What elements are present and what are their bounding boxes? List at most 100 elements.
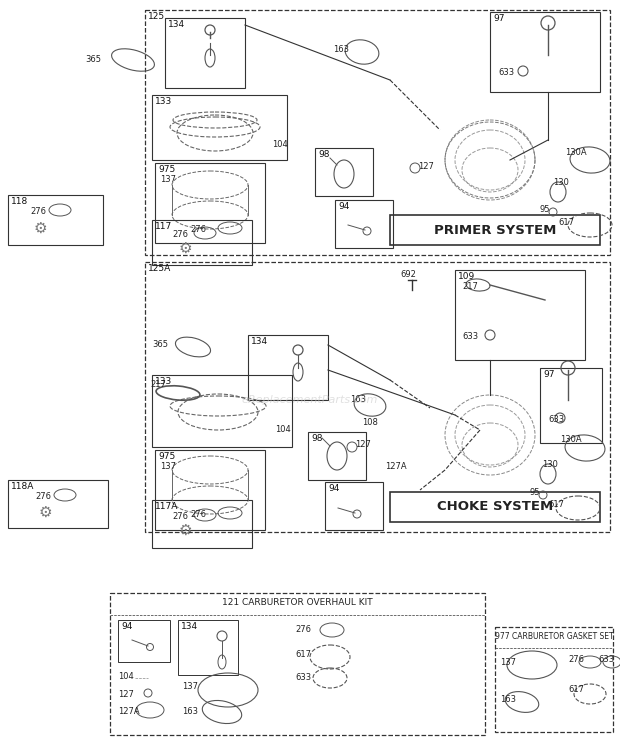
Text: 276: 276	[295, 625, 311, 634]
Text: 975: 975	[158, 452, 175, 461]
Text: 95: 95	[530, 488, 541, 497]
Bar	[8, 195, 103, 245]
Bar	[315, 148, 373, 196]
Bar	[152, 375, 292, 447]
Bar	[145, 262, 610, 532]
Text: 617: 617	[295, 650, 311, 659]
Bar	[495, 627, 613, 732]
Text: ⚙: ⚙	[178, 522, 192, 537]
Text: 97: 97	[543, 370, 554, 379]
Text: 130: 130	[553, 178, 569, 187]
Bar	[152, 500, 252, 548]
Text: 217: 217	[462, 282, 478, 291]
Text: 108: 108	[362, 418, 378, 427]
Text: 127A: 127A	[385, 462, 407, 471]
Text: 130A: 130A	[560, 435, 582, 444]
Text: ⚙: ⚙	[38, 504, 52, 519]
Bar	[110, 593, 485, 735]
Text: 127: 127	[355, 440, 371, 449]
Bar	[155, 163, 265, 243]
Text: 692: 692	[400, 270, 416, 279]
Text: 633: 633	[498, 68, 514, 77]
Text: 118: 118	[11, 197, 29, 206]
Bar	[8, 480, 108, 528]
Bar	[308, 432, 366, 480]
Text: 137: 137	[160, 175, 176, 184]
Text: 163: 163	[182, 707, 198, 716]
Text: ⚙: ⚙	[178, 240, 192, 255]
Bar	[540, 368, 602, 443]
Text: 975: 975	[158, 165, 175, 174]
Text: 134: 134	[181, 622, 198, 631]
Text: 633: 633	[548, 415, 564, 424]
Text: 94: 94	[338, 202, 350, 211]
Text: 163: 163	[500, 695, 516, 704]
Text: 276: 276	[190, 510, 206, 519]
Text: 109: 109	[458, 272, 476, 281]
Text: 137: 137	[160, 462, 176, 471]
Text: 104: 104	[118, 672, 134, 681]
Text: 137: 137	[500, 658, 516, 667]
Text: 365: 365	[85, 55, 101, 64]
Text: ⚙: ⚙	[33, 220, 47, 236]
Text: 977 CARBURETOR GASKET SET: 977 CARBURETOR GASKET SET	[495, 632, 613, 641]
Text: 127: 127	[118, 690, 134, 699]
Text: 133: 133	[155, 97, 172, 106]
Bar	[248, 335, 328, 400]
Text: 130A: 130A	[565, 148, 587, 157]
Bar	[152, 95, 287, 160]
Bar	[335, 200, 393, 248]
Bar	[390, 215, 600, 245]
Text: 276: 276	[172, 230, 188, 239]
Text: 617: 617	[568, 685, 584, 694]
Bar	[165, 18, 245, 88]
Bar	[390, 492, 600, 522]
Text: 276: 276	[35, 492, 51, 501]
Text: eReplacementParts.com: eReplacementParts.com	[242, 395, 378, 405]
Text: 121 CARBURETOR OVERHAUL KIT: 121 CARBURETOR OVERHAUL KIT	[222, 598, 373, 607]
Text: PRIMER SYSTEM: PRIMER SYSTEM	[434, 223, 556, 237]
Text: 125A: 125A	[148, 264, 171, 273]
Text: 163: 163	[333, 45, 349, 54]
Text: 127A: 127A	[118, 707, 140, 716]
Bar	[118, 620, 170, 662]
Text: 95: 95	[540, 205, 551, 214]
Bar	[178, 620, 238, 675]
Text: 130: 130	[542, 460, 558, 469]
Text: 276: 276	[568, 655, 584, 664]
Text: 365: 365	[152, 340, 168, 349]
Text: 104: 104	[272, 140, 288, 149]
Text: 94: 94	[328, 484, 339, 493]
Text: 94: 94	[121, 622, 133, 631]
Bar	[145, 10, 610, 255]
Text: 276: 276	[30, 207, 46, 216]
Text: 633: 633	[598, 655, 614, 664]
Text: 163: 163	[350, 395, 366, 404]
Text: 134: 134	[251, 337, 268, 346]
Text: 127: 127	[418, 162, 434, 171]
Text: 134: 134	[168, 20, 185, 29]
Text: CHOKE SYSTEM: CHOKE SYSTEM	[437, 501, 553, 513]
Text: 217: 217	[150, 380, 166, 389]
Text: 117A: 117A	[155, 502, 179, 511]
Text: 617: 617	[548, 500, 564, 509]
Bar	[152, 220, 252, 265]
Text: 276: 276	[172, 512, 188, 521]
Text: 133: 133	[155, 377, 172, 386]
Text: 97: 97	[493, 14, 505, 23]
Text: 617: 617	[558, 218, 574, 227]
Text: 137: 137	[182, 682, 198, 691]
Bar	[325, 482, 383, 530]
Text: 633: 633	[295, 673, 311, 682]
Bar	[455, 270, 585, 360]
Text: 118A: 118A	[11, 482, 34, 491]
Text: 117: 117	[155, 222, 172, 231]
Text: 98: 98	[311, 434, 322, 443]
Text: 276: 276	[190, 225, 206, 234]
Text: 125: 125	[148, 12, 165, 21]
Bar	[490, 12, 600, 92]
Bar	[155, 450, 265, 530]
Text: 633: 633	[462, 332, 478, 341]
Text: 98: 98	[318, 150, 329, 159]
Text: 104: 104	[275, 425, 291, 434]
